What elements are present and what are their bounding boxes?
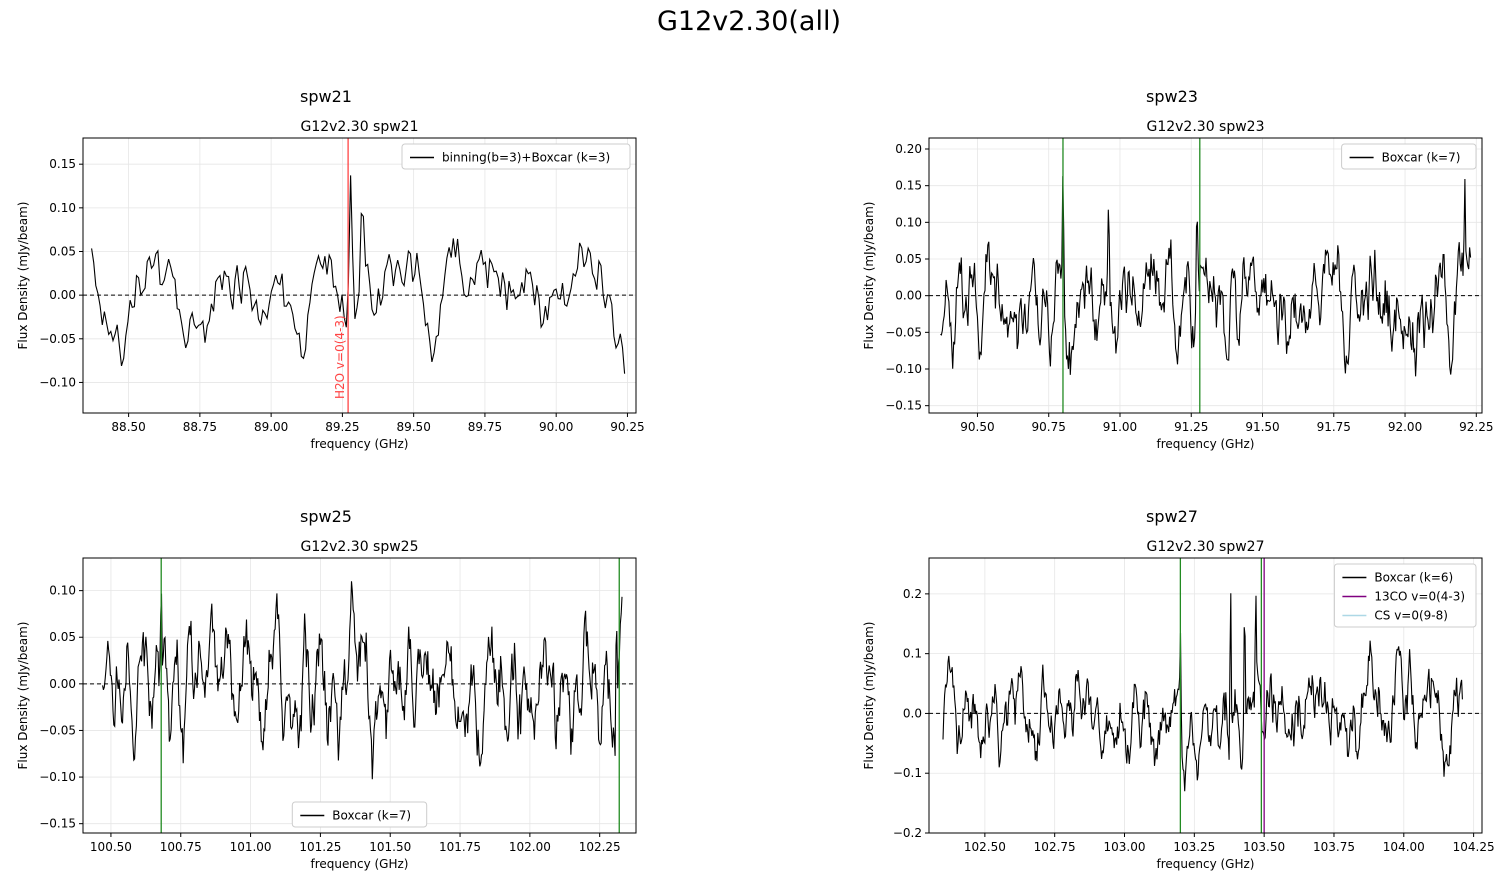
x-tick-label: 101.00 — [230, 840, 272, 854]
x-tick-label: 102.50 — [964, 840, 1006, 854]
y-tick-label: −0.10 — [39, 770, 76, 784]
x-tick-label: 100.50 — [90, 840, 132, 854]
x-tick-label: 89.25 — [325, 420, 359, 434]
y-tick-label: −0.05 — [885, 325, 922, 339]
y-tick-label: −0.10 — [885, 362, 922, 376]
x-tick-label: 90.50 — [960, 420, 994, 434]
x-tick-label: 91.50 — [1245, 420, 1279, 434]
legend-label: 13CO v=0(4-3) — [1374, 590, 1465, 604]
y-tick-label: 0.05 — [895, 252, 922, 266]
axes-title: G12v2.30 spw21 — [300, 119, 418, 135]
subplot-label-spw25: spw25 — [300, 507, 352, 526]
y-tick-label: 0.00 — [49, 288, 76, 302]
y-tick-label: 0.2 — [903, 587, 922, 601]
figure-title: G12v2.30(all) — [657, 6, 841, 37]
x-tick-label: 92.00 — [1388, 420, 1422, 434]
y-tick-label: 0.15 — [895, 179, 922, 193]
y-axis-label: Flux Density (mJy/beam) — [16, 622, 30, 770]
x-tick-label: 89.00 — [254, 420, 288, 434]
spectrum-line — [102, 581, 623, 780]
x-tick-label: 91.00 — [1103, 420, 1137, 434]
y-tick-label: 0.15 — [49, 157, 76, 171]
legend-box — [401, 143, 631, 170]
x-tick-label: 90.00 — [539, 420, 573, 434]
x-axis-label: frequency (GHz) — [1157, 857, 1255, 871]
x-tick-label: 88.75 — [183, 420, 217, 434]
axes-frame — [82, 557, 637, 834]
legend-label: CS v=0(9-8) — [1374, 609, 1448, 623]
legend-box — [291, 801, 428, 828]
x-tick-label: 101.25 — [299, 840, 341, 854]
spectrum-line — [942, 593, 1463, 792]
y-tick-label: 0.00 — [49, 677, 76, 691]
axes-title: G12v2.30 spw27 — [1146, 539, 1264, 555]
x-tick-label: 102.00 — [509, 840, 551, 854]
x-tick-label: 92.25 — [1459, 420, 1493, 434]
y-tick-label: 0.00 — [895, 289, 922, 303]
axes-title: G12v2.30 spw25 — [300, 539, 418, 555]
legend-box — [1333, 563, 1477, 628]
y-tick-label: 0.10 — [49, 201, 76, 215]
legend-box — [1341, 143, 1477, 170]
x-tick-label: 103.75 — [1313, 840, 1355, 854]
y-tick-label: 0.20 — [895, 142, 922, 156]
y-tick-label: −0.2 — [893, 826, 922, 840]
spectrum-line — [940, 176, 1472, 377]
x-tick-label: 104.25 — [1453, 840, 1495, 854]
y-tick-label: −0.10 — [39, 375, 76, 389]
x-tick-label: 103.25 — [1173, 840, 1215, 854]
legend-label: Boxcar (k=7) — [332, 809, 411, 823]
legend-label: binning(b=3)+Boxcar (k=3) — [442, 151, 610, 165]
y-axis-label: Flux Density (mJy/beam) — [16, 202, 30, 350]
y-tick-label: −0.05 — [39, 332, 76, 346]
transition-label: H2O v=0(4-3) — [333, 315, 347, 399]
x-axis-label: frequency (GHz) — [1157, 437, 1255, 451]
x-tick-label: 89.50 — [396, 420, 430, 434]
y-tick-label: −0.15 — [885, 399, 922, 413]
x-tick-label: 91.25 — [1174, 420, 1208, 434]
y-tick-label: −0.1 — [893, 766, 922, 780]
y-axis-label: Flux Density (mJy/beam) — [862, 622, 876, 770]
x-tick-label: 88.50 — [111, 420, 145, 434]
x-tick-label: 90.75 — [1032, 420, 1066, 434]
legend-label: Boxcar (k=7) — [1382, 151, 1461, 165]
y-tick-label: −0.05 — [39, 723, 76, 737]
legend-label: Boxcar (k=6) — [1374, 571, 1453, 585]
x-tick-label: 101.50 — [369, 840, 411, 854]
axes-frame — [928, 137, 1483, 414]
x-tick-label: 104.00 — [1383, 840, 1425, 854]
y-tick-label: 0.10 — [895, 215, 922, 229]
spectrum-line — [91, 175, 626, 374]
y-tick-label: 0.05 — [49, 630, 76, 644]
subplot-label-spw27: spw27 — [1146, 507, 1198, 526]
x-tick-label: 102.75 — [1034, 840, 1076, 854]
x-tick-label: 90.25 — [610, 420, 644, 434]
y-tick-label: −0.15 — [39, 817, 76, 831]
x-tick-label: 89.75 — [468, 420, 502, 434]
subplot-label-spw23: spw23 — [1146, 87, 1198, 106]
x-axis-label: frequency (GHz) — [311, 437, 409, 451]
y-tick-label: 0.0 — [903, 706, 922, 720]
axes-frame — [82, 137, 637, 414]
x-tick-label: 101.75 — [439, 840, 481, 854]
subplot-label-spw21: spw21 — [300, 87, 352, 106]
x-tick-label: 103.00 — [1104, 840, 1146, 854]
y-axis-label: Flux Density (mJy/beam) — [862, 202, 876, 350]
x-tick-label: 91.75 — [1317, 420, 1351, 434]
y-tick-label: 0.10 — [49, 584, 76, 598]
axes-title: G12v2.30 spw23 — [1146, 119, 1264, 135]
x-tick-label: 103.50 — [1243, 840, 1285, 854]
x-tick-label: 102.25 — [579, 840, 621, 854]
axes-frame — [928, 557, 1483, 834]
x-axis-label: frequency (GHz) — [311, 857, 409, 871]
y-tick-label: 0.1 — [903, 647, 922, 661]
x-tick-label: 100.75 — [160, 840, 202, 854]
y-tick-label: 0.05 — [49, 244, 76, 258]
